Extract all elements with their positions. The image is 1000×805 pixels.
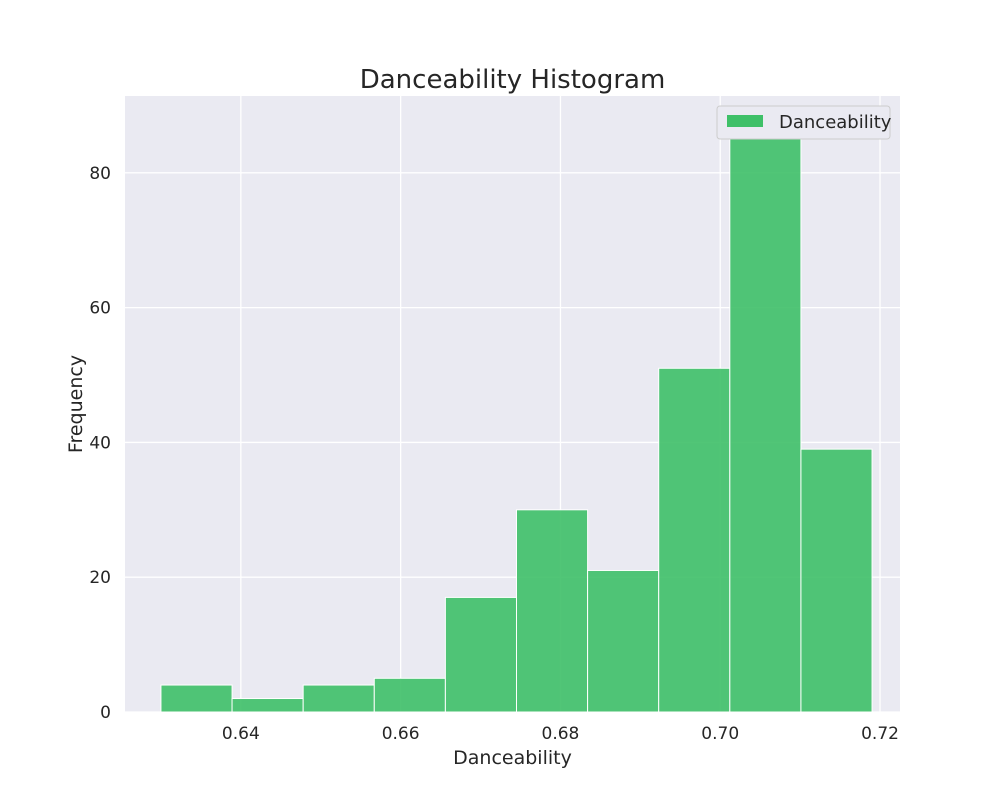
y-tick-label: 40 [89, 433, 111, 453]
histogram-bar [587, 569, 660, 713]
y-tick-label: 60 [89, 299, 111, 319]
x-tick-label: 0.70 [701, 724, 739, 744]
histogram-bar [373, 677, 446, 713]
histogram-bar [658, 367, 731, 713]
x-tick-label: 0.66 [382, 724, 420, 744]
legend-frame [716, 105, 891, 140]
legend: Danceability [716, 105, 892, 140]
histogram-bar [515, 509, 589, 713]
x-tick-label: 0.72 [861, 724, 899, 744]
y-axis-label: Frequency [65, 355, 87, 453]
y-tick-label: 20 [89, 568, 111, 588]
x-tick-label: 0.64 [222, 724, 260, 744]
legend-label: Danceability [779, 112, 892, 133]
histogram-bar [231, 698, 304, 713]
chart-title: Danceability Histogram [360, 65, 666, 95]
histogram-bar [444, 596, 517, 713]
x-tick-label: 0.68 [542, 724, 580, 744]
histogram-bar [800, 448, 873, 713]
y-tick-label: 80 [89, 164, 111, 184]
histogram-bar [160, 684, 233, 713]
histogram-bar [302, 684, 375, 713]
legend-swatch [727, 115, 763, 127]
y-tick-label: 0 [100, 703, 111, 723]
x-axis-ticks: 0.64 0.66 0.68 0.70 0.72 [222, 724, 899, 744]
x-axis-label: Danceability [453, 747, 572, 769]
y-axis-ticks: 0 20 40 60 80 [89, 164, 111, 723]
histogram-bar [729, 125, 802, 713]
histogram-bars [160, 125, 873, 713]
